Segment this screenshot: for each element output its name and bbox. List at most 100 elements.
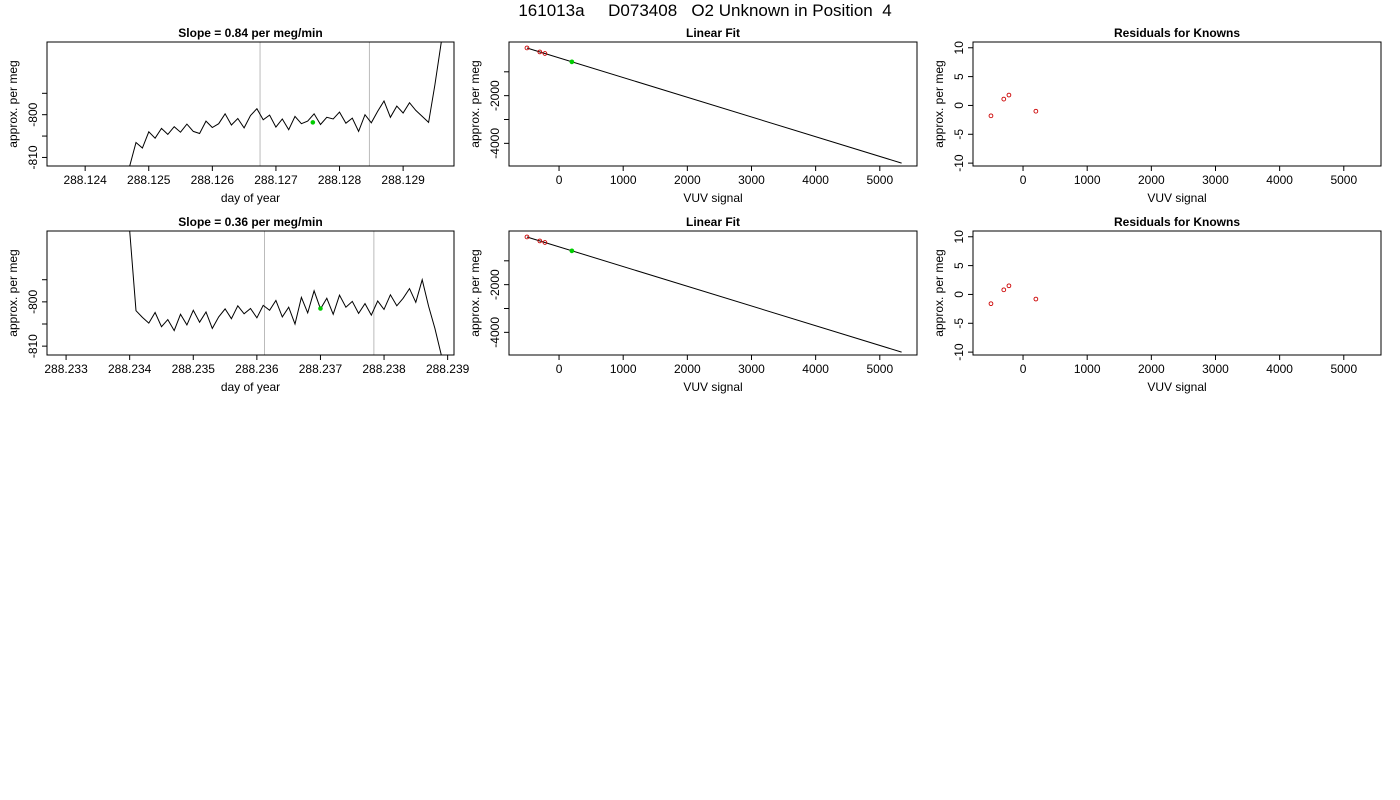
x-tick-label: 1000 (610, 362, 637, 376)
x-tick-label: 2000 (1138, 173, 1165, 187)
x-tick-label: 2000 (674, 173, 701, 187)
panel-title: Linear Fit (686, 215, 740, 229)
x-tick-label: 288.128 (318, 173, 362, 187)
panel-1: Slope = 0.84 per meg/min day of year appro… (6, 26, 455, 205)
known-point (1006, 92, 1012, 98)
x-axis-label: VUV signal (1147, 380, 1206, 394)
plot-area (988, 283, 1039, 307)
y-tick-label: -10 (952, 154, 966, 172)
panel-title: Slope = 0.84 per meg/min (178, 26, 322, 40)
x-tick-label: 4000 (802, 362, 829, 376)
x-tick-label: 288.235 (172, 362, 216, 376)
x-tick-label: 3000 (738, 362, 765, 376)
plot-area (129, 231, 442, 355)
x-tick-label: 2000 (1138, 362, 1165, 376)
unknown-point (569, 248, 575, 254)
highlight-point (318, 306, 323, 311)
plot-frame (508, 41, 918, 167)
x-tick-label: 288.237 (299, 362, 343, 376)
highlight-point (310, 120, 316, 125)
y-axis-label: approx. per meg (6, 249, 20, 336)
x-tick-label: 0 (1020, 173, 1027, 187)
fit-line (526, 236, 902, 353)
x-tick-label: 1000 (1074, 173, 1101, 187)
x-tick-label: 3000 (1202, 362, 1229, 376)
x-tick-label: 4000 (1266, 173, 1293, 187)
x-tick-label: 0 (556, 173, 563, 187)
known-point (537, 238, 543, 244)
y-axis-label: approx. per meg (468, 60, 482, 147)
y-tick-label: -810 (26, 334, 40, 358)
x-tick-label: 5000 (1330, 173, 1357, 187)
panel-6: Residuals for Knowns VUV signal approx. pe… (932, 215, 1382, 394)
panel-4: Slope = 0.36 per meg/min day of year appro… (6, 215, 470, 394)
x-tick-label: 288.236 (235, 362, 279, 376)
y-tick-label: -800 (26, 290, 40, 314)
known-point (1001, 287, 1007, 293)
x-axis-label: day of year (221, 191, 280, 205)
plot-area (129, 42, 442, 166)
y-tick-label: -4000 (488, 317, 502, 348)
y-tick-label: -810 (26, 145, 40, 169)
known-point (524, 45, 530, 51)
y-tick-label: -10 (952, 343, 966, 361)
known-point (988, 301, 994, 307)
x-tick-label: 288.129 (381, 173, 425, 187)
known-point (1033, 296, 1039, 302)
x-tick-label: 3000 (738, 173, 765, 187)
y-tick-label: 10 (952, 230, 966, 244)
y-axis-label: approx. per meg (6, 60, 20, 147)
y-tick-label: -2000 (488, 269, 502, 300)
x-tick-label: 288.238 (362, 362, 406, 376)
x-tick-label: 0 (556, 362, 563, 376)
x-tick-label: 288.239 (426, 362, 470, 376)
figure-title: 161013a D073408 O2 Unknown in Position 4 (518, 1, 892, 20)
x-tick-label: 288.127 (254, 173, 298, 187)
fit-line (526, 47, 902, 164)
y-tick-label: 0 (952, 102, 966, 109)
y-tick-label: -2000 (488, 80, 502, 111)
known-point (1001, 96, 1007, 102)
plot-frame (972, 41, 1382, 167)
x-tick-label: 4000 (802, 173, 829, 187)
x-axis-label: VUV signal (1147, 191, 1206, 205)
x-tick-label: 3000 (1202, 173, 1229, 187)
plot-frame (972, 230, 1382, 356)
x-axis-label: VUV signal (683, 191, 742, 205)
y-tick-label: -800 (26, 102, 40, 126)
y-tick-label: 10 (952, 41, 966, 55)
y-axis-label: approx. per meg (468, 249, 482, 336)
x-tick-label: 1000 (1074, 362, 1101, 376)
y-tick-label: 5 (952, 73, 966, 80)
x-tick-label: 288.124 (63, 173, 107, 187)
x-tick-label: 288.126 (191, 173, 235, 187)
series-line (129, 42, 442, 166)
y-tick-label: -5 (952, 129, 966, 140)
x-tick-label: 1000 (610, 173, 637, 187)
x-tick-label: 288.234 (108, 362, 152, 376)
known-point (537, 49, 543, 55)
series-line (129, 231, 442, 355)
panel-title: Residuals for Knowns (1114, 215, 1240, 229)
plot-frame (46, 41, 455, 167)
x-tick-label: 5000 (866, 362, 893, 376)
unknown-point (569, 59, 575, 65)
plot-area (524, 234, 902, 353)
known-point (988, 113, 994, 119)
x-tick-label: 2000 (674, 362, 701, 376)
y-axis-label: approx. per meg (932, 60, 946, 147)
x-tick-label: 0 (1020, 362, 1027, 376)
panel-title: Linear Fit (686, 26, 740, 40)
panel-5: Linear Fit VUV signal approx. per meg 0 1000… (468, 215, 918, 394)
y-tick-label: 5 (952, 262, 966, 269)
x-axis-label: VUV signal (683, 380, 742, 394)
panel-title: Slope = 0.36 per meg/min (178, 215, 322, 229)
x-axis-label: day of year (221, 380, 280, 394)
known-point (542, 240, 548, 245)
y-tick-label: 0 (952, 291, 966, 298)
plot-area (988, 92, 1039, 119)
y-tick-label: -5 (952, 318, 966, 329)
x-tick-label: 5000 (866, 173, 893, 187)
x-tick-label: 288.125 (127, 173, 171, 187)
